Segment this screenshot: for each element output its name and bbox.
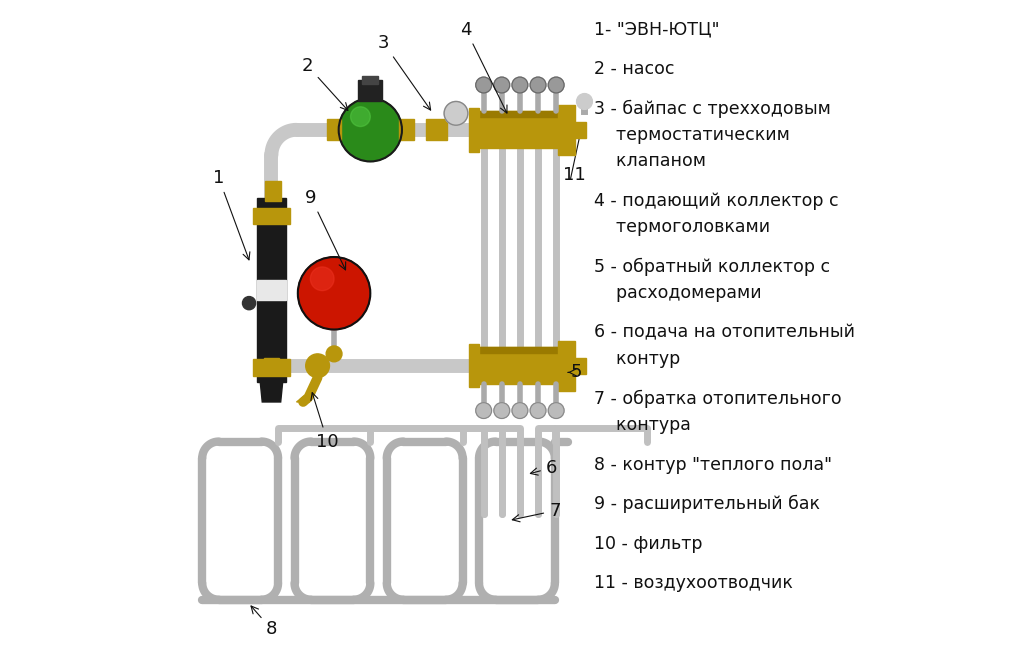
Bar — [426, 119, 446, 140]
Polygon shape — [260, 376, 284, 402]
Text: клапаном: клапаном — [594, 152, 707, 171]
Text: 6 - подача на отопительный: 6 - подача на отопительный — [594, 324, 855, 342]
Text: термостатическим: термостатическим — [594, 126, 791, 144]
Text: 6: 6 — [530, 459, 557, 477]
Circle shape — [512, 403, 527, 418]
Circle shape — [530, 77, 546, 93]
Text: 4: 4 — [460, 20, 507, 113]
Bar — [362, 76, 378, 84]
Bar — [265, 181, 281, 201]
Circle shape — [306, 354, 330, 378]
Circle shape — [298, 257, 371, 330]
Bar — [327, 119, 341, 140]
Bar — [558, 341, 574, 391]
Text: 8: 8 — [251, 606, 278, 639]
Circle shape — [327, 346, 342, 362]
Text: расходомерами: расходомерами — [594, 284, 762, 302]
Circle shape — [310, 267, 334, 291]
Text: 9 - расширительный бак: 9 - расширительный бак — [594, 495, 820, 513]
Bar — [257, 198, 286, 382]
Bar — [253, 208, 290, 224]
Text: 5 - обратный коллектор с: 5 - обратный коллектор с — [594, 258, 830, 276]
Bar — [253, 359, 290, 376]
Circle shape — [444, 101, 468, 125]
Bar — [469, 108, 479, 152]
Bar — [571, 122, 586, 138]
Circle shape — [512, 77, 527, 93]
Text: 3: 3 — [378, 34, 431, 110]
Circle shape — [577, 94, 593, 109]
Circle shape — [494, 77, 510, 93]
Circle shape — [350, 107, 371, 127]
Bar — [469, 344, 479, 387]
Circle shape — [476, 77, 492, 93]
Bar — [263, 358, 280, 374]
Text: 11 - воздухоотводчик: 11 - воздухоотводчик — [594, 574, 794, 592]
Circle shape — [548, 77, 564, 93]
Text: 2: 2 — [302, 57, 348, 110]
Text: термоголовками: термоголовками — [594, 218, 770, 237]
Circle shape — [494, 403, 510, 418]
Bar — [476, 347, 561, 384]
Text: 7 - обратка отопительного: 7 - обратка отопительного — [594, 389, 842, 408]
Bar — [358, 80, 382, 101]
Text: контура: контура — [594, 416, 691, 434]
Bar — [476, 111, 561, 117]
Text: контур: контур — [594, 350, 681, 368]
Bar — [571, 358, 586, 374]
Text: 1- "ЭВН-ЮТЦ": 1- "ЭВН-ЮТЦ" — [594, 20, 720, 39]
Text: 1: 1 — [213, 169, 250, 260]
Text: 9: 9 — [305, 188, 346, 270]
Circle shape — [243, 297, 256, 310]
Text: 10: 10 — [311, 393, 339, 451]
Text: 10 - фильтр: 10 - фильтр — [594, 534, 702, 553]
Text: 8 - контур "теплого пола": 8 - контур "теплого пола" — [594, 455, 833, 474]
Bar — [476, 111, 561, 148]
Polygon shape — [297, 393, 309, 402]
Circle shape — [476, 403, 492, 418]
Text: 2 - насос: 2 - насос — [594, 60, 675, 78]
Text: 7: 7 — [512, 501, 560, 522]
Text: 5: 5 — [568, 363, 583, 382]
Circle shape — [530, 403, 546, 418]
Circle shape — [339, 98, 402, 161]
Circle shape — [548, 403, 564, 418]
Text: 3 - байпас с трехходовым: 3 - байпас с трехходовым — [594, 100, 831, 118]
Bar — [257, 280, 286, 300]
Bar — [476, 347, 561, 353]
Text: 4 - подающий коллектор с: 4 - подающий коллектор с — [594, 192, 839, 210]
Bar — [399, 119, 414, 140]
Text: 11: 11 — [563, 165, 586, 184]
Bar — [558, 105, 574, 155]
